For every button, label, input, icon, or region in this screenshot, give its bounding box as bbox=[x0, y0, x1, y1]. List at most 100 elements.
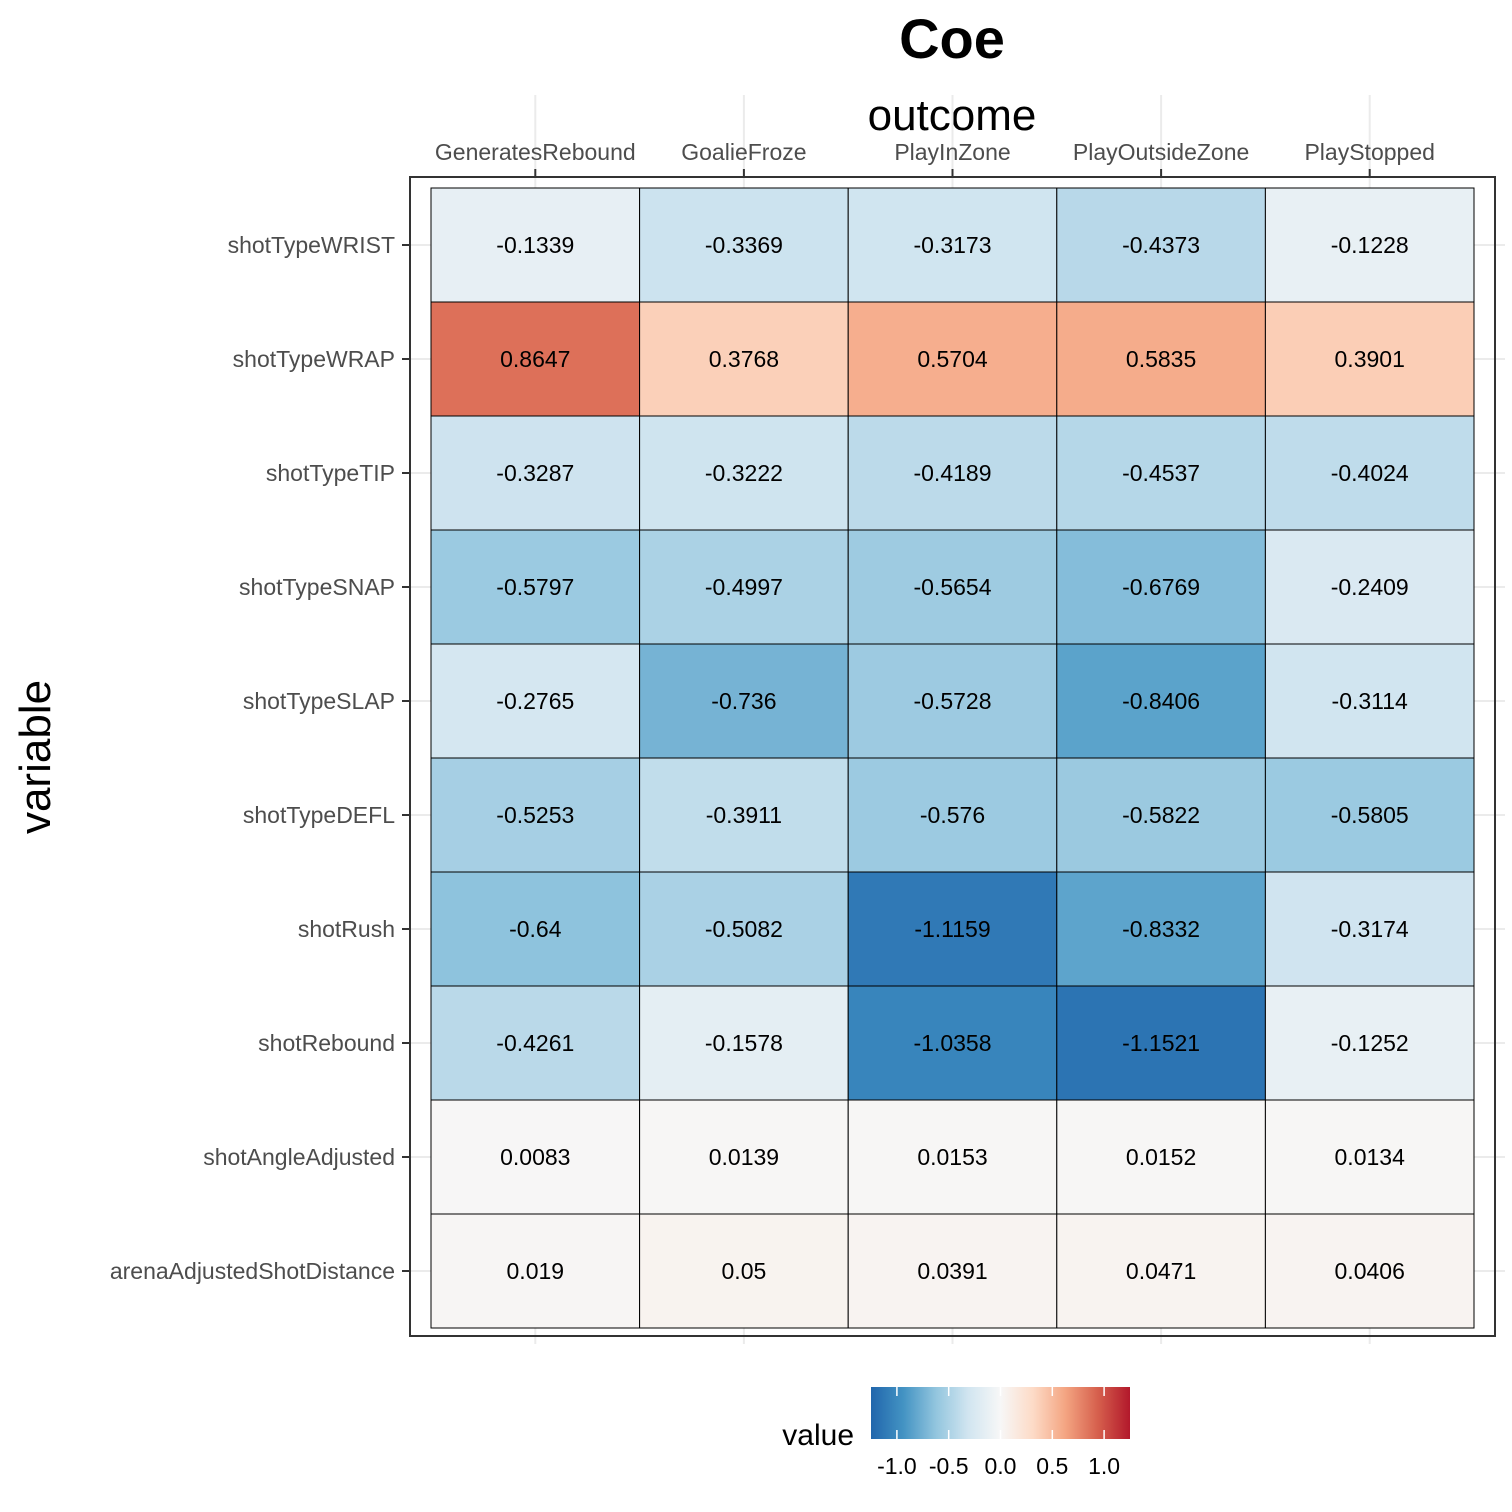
cell-value-label: -0.2409 bbox=[1331, 574, 1409, 600]
cell-value-label: -0.64 bbox=[509, 916, 562, 942]
heatmap-cell bbox=[847, 1099, 1058, 1215]
legend-tick-label: 1.0 bbox=[1088, 1453, 1120, 1479]
legend-tick-label: -1.0 bbox=[877, 1453, 917, 1479]
heatmap-cell bbox=[639, 757, 849, 873]
cell-value-label: -0.3911 bbox=[706, 802, 782, 828]
cell-value-label: -0.736 bbox=[711, 688, 776, 714]
heatmap-cell bbox=[430, 985, 641, 1101]
cell-value-label: -0.3369 bbox=[705, 232, 783, 258]
heatmap-cell bbox=[1264, 643, 1475, 759]
cell-value-label: -0.5253 bbox=[496, 802, 574, 828]
cell-value-label: -0.576 bbox=[920, 802, 985, 828]
cell-value-label: -0.4261 bbox=[496, 1030, 574, 1056]
cell-value-label: 0.0471 bbox=[1126, 1258, 1196, 1284]
x-tick-label: GoalieFroze bbox=[681, 139, 806, 165]
heatmap-cell bbox=[430, 1099, 641, 1215]
cell-value-label: -0.4537 bbox=[1122, 460, 1200, 486]
y-tick-label: shotTypeWRAP bbox=[233, 346, 395, 372]
cell-value-label: -0.1339 bbox=[496, 232, 574, 258]
x-axis-ticks: GeneratesRebound GoalieFroze PlayInZone Pla… bbox=[435, 139, 1435, 177]
cell-value-label: -0.5082 bbox=[705, 916, 783, 942]
y-tick-label: shotRebound bbox=[258, 1030, 395, 1056]
cell-value-label: -0.3174 bbox=[1331, 916, 1409, 942]
heatmap-cell bbox=[1056, 1213, 1266, 1329]
cell-value-label: 0.5704 bbox=[917, 346, 988, 372]
heatmap-cell bbox=[430, 301, 641, 417]
cell-value-label: -1.0358 bbox=[913, 1030, 991, 1056]
cell-value-label: 0.5835 bbox=[1126, 346, 1196, 372]
cell-value-label: -0.3222 bbox=[705, 460, 783, 486]
legend-ticks: -1.0 -0.5 0.0 0.5 1.0 bbox=[877, 1387, 1120, 1479]
heatmap-cell bbox=[1264, 1099, 1475, 1215]
cell-value-label: 0.8647 bbox=[500, 346, 570, 372]
heatmap-cell bbox=[1264, 187, 1475, 303]
x-tick-label: PlayInZone bbox=[894, 139, 1010, 165]
heatmap-cell bbox=[847, 643, 1058, 759]
chart-title: Coe bbox=[899, 7, 1005, 70]
heatmap-cell bbox=[847, 871, 1058, 987]
legend-title: value bbox=[782, 1419, 854, 1452]
cell-value-label: -0.1578 bbox=[705, 1030, 783, 1056]
y-tick-label: shotRush bbox=[298, 916, 395, 942]
heatmap-cell bbox=[1056, 643, 1266, 759]
cell-value-label: 0.0139 bbox=[709, 1144, 779, 1170]
y-axis-title: variable bbox=[11, 680, 60, 834]
y-tick-label: shotTypeWRIST bbox=[228, 232, 395, 258]
cell-value-labels: -0.1339 -0.3369 -0.3173 -0.4373 -0.1228 0.864… bbox=[496, 232, 1409, 1284]
legend-tick-label: 0.0 bbox=[985, 1453, 1017, 1479]
heatmap-cell bbox=[1056, 1099, 1266, 1215]
cell-value-label: -0.5797 bbox=[496, 574, 574, 600]
cell-value-label: 0.0406 bbox=[1335, 1258, 1405, 1284]
cell-value-label: -0.1252 bbox=[1331, 1030, 1409, 1056]
cell-value-label: 0.3901 bbox=[1335, 346, 1405, 372]
heatmap-cell bbox=[1264, 871, 1475, 987]
legend-tick-label: 0.5 bbox=[1036, 1453, 1068, 1479]
cell-value-label: 0.05 bbox=[722, 1258, 767, 1284]
heatmap-cell bbox=[430, 1213, 641, 1329]
cell-value-label: -0.5728 bbox=[913, 688, 991, 714]
heatmap-cells bbox=[430, 187, 1475, 1329]
cell-value-label: -0.4189 bbox=[913, 460, 991, 486]
heatmap-cell bbox=[1056, 985, 1266, 1101]
heatmap-cell bbox=[847, 187, 1058, 303]
cell-value-label: -0.5805 bbox=[1331, 802, 1409, 828]
cell-value-label: -0.4997 bbox=[705, 574, 783, 600]
heatmap-cell bbox=[1056, 529, 1266, 645]
cell-value-label: -0.1228 bbox=[1331, 232, 1409, 258]
y-tick-label: shotTypeSNAP bbox=[239, 574, 395, 600]
heatmap-cell bbox=[430, 643, 641, 759]
heatmap-cell bbox=[430, 415, 641, 531]
x-tick-label: PlayStopped bbox=[1304, 139, 1434, 165]
heatmap-cell bbox=[847, 985, 1058, 1101]
cell-value-label: -0.2765 bbox=[496, 688, 574, 714]
heatmap-cell bbox=[1056, 871, 1266, 987]
cell-value-label: -0.6769 bbox=[1122, 574, 1200, 600]
cell-value-label: -0.8332 bbox=[1122, 916, 1200, 942]
heatmap-cell bbox=[847, 529, 1058, 645]
heatmap-cell bbox=[639, 301, 849, 417]
cell-value-label: 0.0152 bbox=[1126, 1144, 1196, 1170]
cell-value-label: -1.1159 bbox=[914, 916, 990, 942]
heatmap-cell bbox=[430, 757, 641, 873]
cell-value-label: 0.0153 bbox=[917, 1144, 987, 1170]
y-axis-ticks: shotTypeWRIST shotTypeWRAP shotTypeTIP shot… bbox=[110, 232, 410, 1284]
y-tick-label: shotTypeDEFL bbox=[243, 802, 395, 828]
heatmap-cell bbox=[430, 187, 641, 303]
cell-value-label: 0.019 bbox=[507, 1258, 565, 1284]
y-tick-label: shotTypeTIP bbox=[266, 460, 395, 486]
cell-value-label: -0.8406 bbox=[1122, 688, 1200, 714]
x-tick-label: GeneratesRebound bbox=[435, 139, 636, 165]
heatmap-cell bbox=[639, 643, 849, 759]
heatmap-cell bbox=[847, 301, 1058, 417]
heatmap-cell bbox=[1056, 415, 1266, 531]
heatmap-cell bbox=[847, 1213, 1058, 1329]
heatmap-cell bbox=[639, 187, 849, 303]
cell-value-label: 0.0083 bbox=[500, 1144, 570, 1170]
heatmap-cell bbox=[639, 1213, 849, 1329]
heatmap-cell bbox=[430, 529, 641, 645]
heatmap-cell bbox=[1056, 187, 1266, 303]
heatmap-cell bbox=[430, 871, 641, 987]
heatmap-cell bbox=[639, 871, 849, 987]
heatmap-cell bbox=[639, 415, 849, 531]
